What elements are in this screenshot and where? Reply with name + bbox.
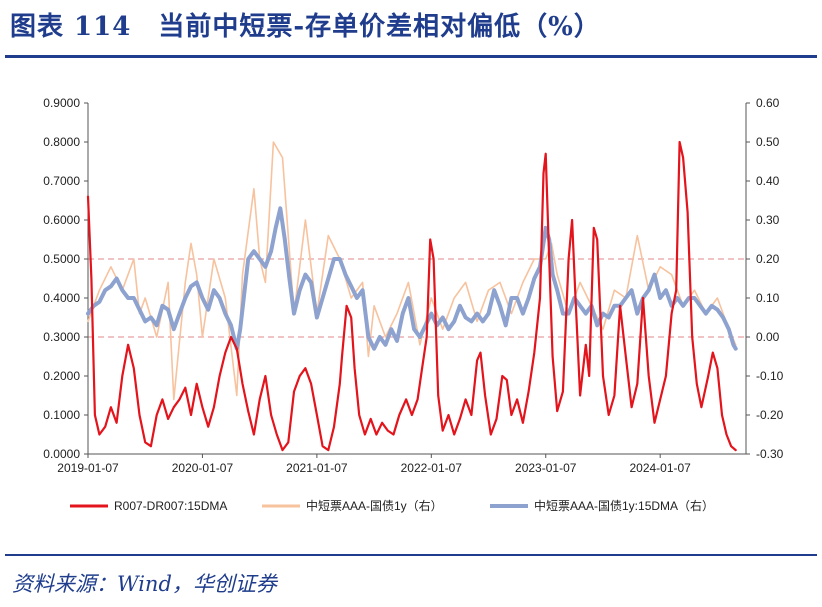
y-right-tick-label: 0.60 bbox=[756, 96, 780, 110]
y-right-tick-label: 0.00 bbox=[756, 330, 780, 344]
x-tick-label: 2023-01-07 bbox=[515, 461, 577, 475]
y-right-tick-label: 0.20 bbox=[756, 252, 780, 266]
y-right-tick-label: -0.10 bbox=[756, 369, 784, 383]
y-left-tick-label: 0.2000 bbox=[43, 369, 80, 383]
series-line-aaa-spread-15dma bbox=[86, 206, 738, 351]
y-right-tick-label: 0.50 bbox=[756, 135, 780, 149]
legend: R007-DR007:15DMA 中短票AAA-国债1y（右） 中短票AAA-国债1… bbox=[70, 498, 714, 513]
series-line-r007-dr007 bbox=[86, 140, 737, 452]
y-right-tick-label: 0.30 bbox=[756, 213, 780, 227]
tick-labels: 0.0000 0.1000 0.2000 0.3000 0.4000 0.5000 0.60… bbox=[43, 96, 783, 475]
y-right-tick-label: -0.30 bbox=[756, 447, 784, 461]
legend-label: 中短票AAA-国债1y（右） bbox=[306, 498, 443, 513]
y-right-tick-label: 0.40 bbox=[756, 174, 780, 188]
x-tick-label: 2022-01-07 bbox=[401, 461, 463, 475]
y-left-tick-label: 0.1000 bbox=[43, 408, 80, 422]
y-left-tick-label: 0.9000 bbox=[43, 96, 80, 110]
source-note: 资料来源：Wind，华创证券 bbox=[12, 572, 277, 596]
axes bbox=[84, 102, 750, 458]
x-tick-label: 2019-01-07 bbox=[57, 461, 119, 475]
title-divider bbox=[5, 55, 817, 58]
source-divider bbox=[5, 554, 817, 556]
legend-label: 中短票AAA-国债1y:15DMA（右） bbox=[534, 498, 714, 513]
y-right-tick-label: 0.10 bbox=[756, 291, 780, 305]
x-tick-label: 2020-01-07 bbox=[172, 461, 234, 475]
y-left-tick-label: 0.4000 bbox=[43, 291, 80, 305]
series-lines bbox=[86, 140, 738, 452]
legend-label: R007-DR007:15DMA bbox=[114, 499, 227, 513]
x-tick-label: 2021-01-07 bbox=[286, 461, 348, 475]
series-line-aaa-spread bbox=[87, 141, 737, 401]
line-chart: 0.0000 0.1000 0.2000 0.3000 0.4000 0.5000 0.60… bbox=[43, 96, 783, 513]
y-right-tick-label: -0.20 bbox=[756, 408, 784, 422]
chart-title: 图表 114 当前中短票-存单价差相对偏低（%） bbox=[10, 12, 601, 42]
y-left-tick-label: 0.5000 bbox=[43, 252, 80, 266]
y-left-tick-label: 0.0000 bbox=[43, 447, 80, 461]
y-left-tick-label: 0.3000 bbox=[43, 330, 80, 344]
y-left-tick-label: 0.7000 bbox=[43, 174, 80, 188]
y-left-tick-label: 0.6000 bbox=[43, 213, 80, 227]
y-left-tick-label: 0.8000 bbox=[43, 135, 80, 149]
x-tick-label: 2024-01-07 bbox=[629, 461, 691, 475]
